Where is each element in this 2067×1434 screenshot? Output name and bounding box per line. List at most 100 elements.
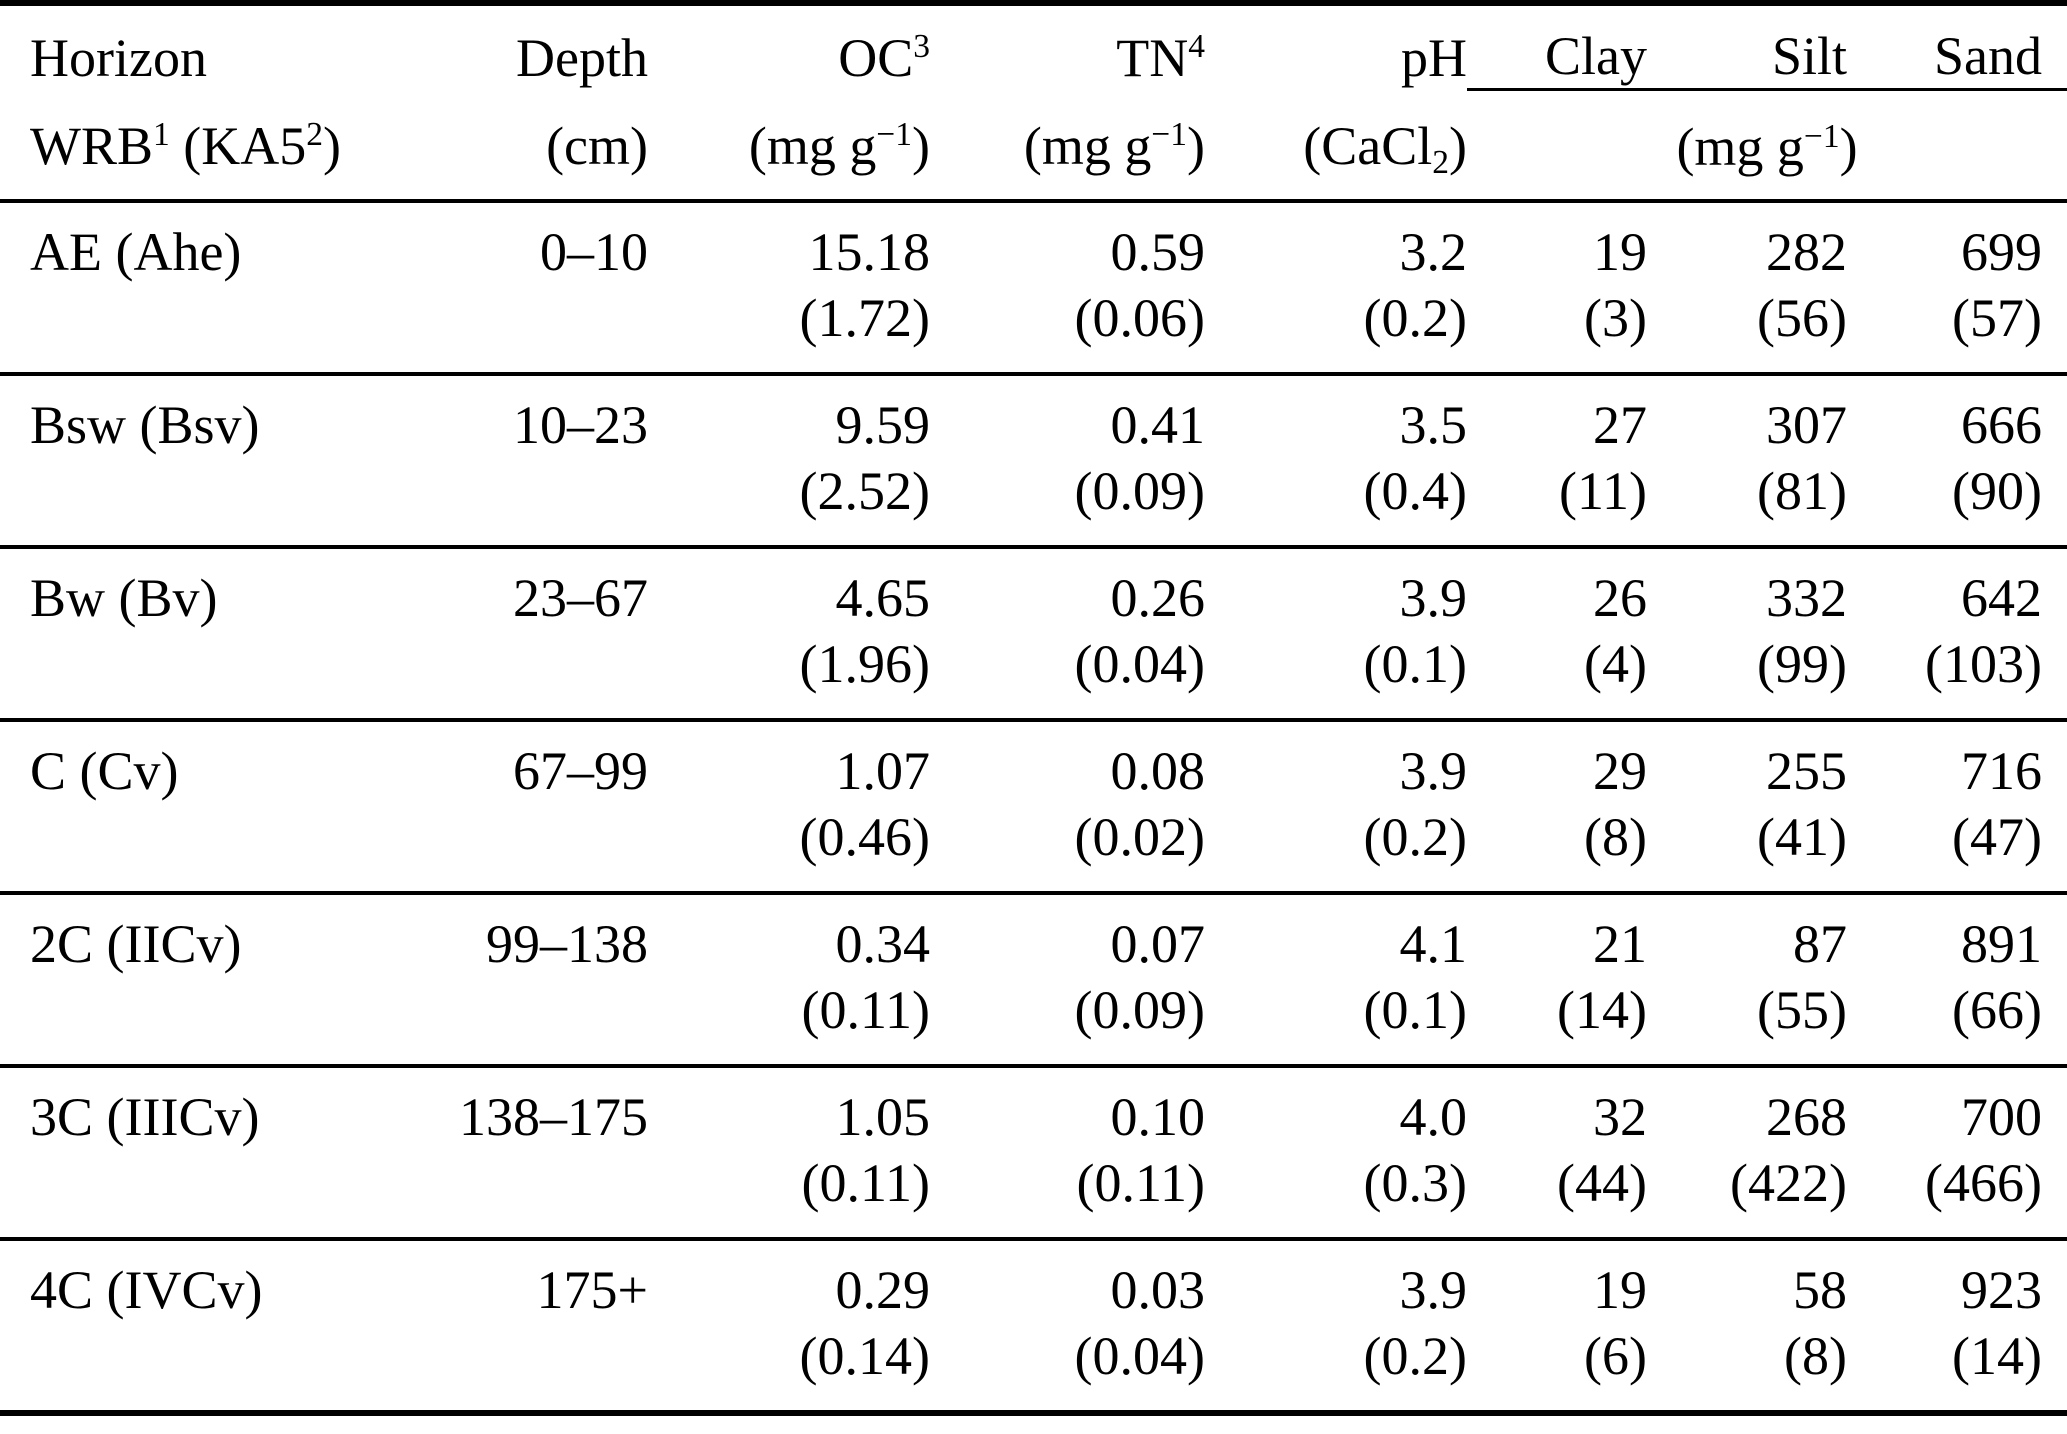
cell-value: 3.2 <box>1399 222 1468 282</box>
cell-sd: (0.11) <box>801 980 930 1040</box>
cell-sd <box>30 631 360 718</box>
cell-clay: 21 (14) <box>1467 893 1647 1068</box>
cell-value: 0.10 <box>1110 1087 1206 1147</box>
header-texture-unit-open: (mg g <box>1676 117 1804 177</box>
header-depth-unit: (cm) <box>360 89 648 203</box>
cell-sd: (0.11) <box>801 1153 930 1213</box>
table-row: 3C (IIICv) 138–175 1.05 (0.11) 0.10 (0.11) 4.0… <box>0 1066 2067 1241</box>
header-oc-unit-open: (mg g <box>748 115 877 176</box>
cell-depth: 138–175 <box>360 1066 648 1241</box>
cell-value: 923 <box>1961 1260 2042 1320</box>
table-row: Bsw (Bsv) 10–23 9.59 (2.52) 0.41 (0.09) 3.5 (0.… <box>0 374 2067 549</box>
cell-value: 0.29 <box>835 1260 931 1320</box>
cell-sd <box>360 977 648 1064</box>
cell-ph: 3.9 (0.2) <box>1205 720 1467 895</box>
cell-value: 4.1 <box>1399 914 1468 974</box>
header-tn-unit-close: ) <box>1187 115 1205 176</box>
cell-value: 0.08 <box>1110 741 1206 801</box>
cell-value: 15.18 <box>808 222 931 282</box>
header-oc: OC3 <box>648 3 930 90</box>
cell-sd: (0.11) <box>1076 1153 1205 1213</box>
cell-sd: (99) <box>1757 634 1847 694</box>
cell-value: 4.0 <box>1399 1087 1468 1147</box>
header-oc-label: OC <box>838 27 914 88</box>
header-tn-unit-exponent: −1 <box>1151 116 1188 154</box>
cell-value: 255 <box>1766 741 1847 801</box>
cell-value: 1.05 <box>835 1087 931 1147</box>
cell-value: 10–23 <box>513 395 648 455</box>
cell-value: 4.65 <box>835 568 931 628</box>
cell-value: 19 <box>1593 1260 1647 1320</box>
cell-value: 0.59 <box>1110 222 1206 282</box>
cell-value: 99–138 <box>486 914 648 974</box>
cell-sd: (103) <box>1925 634 2042 694</box>
header-horizon-label: Horizon <box>30 27 207 88</box>
cell-value: 0.34 <box>835 914 931 974</box>
cell-horizon: Bsw (Bsv) <box>0 374 360 549</box>
cell-sand: 699 (57) <box>1847 201 2067 376</box>
cell-sd: (4) <box>1584 634 1647 694</box>
header-row-2: WRB1 (KA52) (cm) (mg g−1) (mg g−1) (CaCl… <box>0 89 2067 203</box>
cell-sand: 666 (90) <box>1847 374 2067 549</box>
cell-sd: (1.96) <box>799 634 930 694</box>
header-ph-unit: (CaCl2) <box>1205 89 1467 203</box>
cell-value: 1.07 <box>835 741 931 801</box>
cell-sd: (0.09) <box>1074 980 1205 1040</box>
cell-sd: (0.1) <box>1363 634 1467 694</box>
cell-sd: (0.46) <box>799 807 930 867</box>
header-ka5-close: ) <box>322 115 341 176</box>
cell-value: 0.26 <box>1110 568 1206 628</box>
cell-sand: 700 (466) <box>1847 1066 2067 1241</box>
cell-oc: 1.07 (0.46) <box>648 720 931 895</box>
header-wrb-footnote-mark: 1 <box>153 116 170 154</box>
cell-horizon: AE (Ahe) <box>0 201 360 376</box>
cell-sd: (0.3) <box>1363 1153 1467 1213</box>
cell-oc: 4.65 (1.96) <box>648 547 931 722</box>
cell-sd <box>30 458 360 545</box>
cell-sd: (90) <box>1952 461 2042 521</box>
header-row-1: Horizon Depth OC3 TN4 pH Clay Silt Sand <box>0 3 2067 91</box>
cell-sd: (466) <box>1925 1153 2042 1213</box>
cell-sd: (11) <box>1559 461 1647 521</box>
cell-depth: 10–23 <box>360 374 648 549</box>
header-tn-footnote-mark: 4 <box>1188 28 1205 66</box>
cell-sd: (66) <box>1952 980 2042 1040</box>
cell-sd: (0.09) <box>1074 461 1205 521</box>
cell-sd: (0.2) <box>1363 807 1467 867</box>
cell-value: 29 <box>1593 741 1647 801</box>
cell-horizon: Bw (Bv) <box>0 547 360 722</box>
table-row: C (Cv) 67–99 1.07 (0.46) 0.08 (0.02) 3.9 (0.2) 2… <box>0 720 2067 895</box>
cell-value: C (Cv) <box>30 741 179 801</box>
cell-ph: 3.9 (0.1) <box>1205 547 1467 722</box>
table-row: 2C (IICv) 99–138 0.34 (0.11) 0.07 (0.09) 4.1 (0… <box>0 893 2067 1068</box>
cell-value: 3.5 <box>1399 395 1468 455</box>
header-clay: Clay <box>1467 3 1647 91</box>
cell-sand: 891 (66) <box>1847 893 2067 1068</box>
cell-tn: 0.08 (0.02) <box>930 720 1206 895</box>
cell-value: 0–10 <box>540 222 648 282</box>
cell-ph: 4.1 (0.1) <box>1205 893 1468 1068</box>
cell-value: 716 <box>1961 741 2042 801</box>
cell-value: 21 <box>1593 914 1647 974</box>
cell-value: 4C (IVCv) <box>30 1260 263 1320</box>
cell-horizon: C (Cv) <box>0 720 360 895</box>
header-horizon-sub: WRB1 (KA52) <box>0 89 360 203</box>
table-row: 4C (IVCv) 175+ 0.29 (0.14) 0.03 (0.04) 3.9 (0.2… <box>0 1239 2067 1413</box>
cell-sd: (81) <box>1757 461 1847 521</box>
cell-sd: (55) <box>1757 980 1847 1040</box>
header-ka5-label: (KA5 <box>169 115 307 176</box>
cell-sd: (0.04) <box>1074 1326 1205 1386</box>
header-sand: Sand <box>1847 3 2067 91</box>
header-ph-unit-close: ) <box>1449 115 1467 176</box>
header-sand-label: Sand <box>1934 26 2042 86</box>
cell-value: 9.59 <box>835 395 931 455</box>
cell-clay: 32 (44) <box>1467 1066 1647 1241</box>
header-ka5-footnote-mark: 2 <box>306 116 323 154</box>
header-tn-unit-open: (mg g <box>1023 115 1152 176</box>
cell-sd <box>360 1323 648 1410</box>
table-body: AE (Ahe) 0–10 15.18 (1.72) 0.59 (0.06) 3.2 (0.2… <box>0 201 2067 1413</box>
cell-value: 67–99 <box>513 741 648 801</box>
cell-sd <box>360 631 648 718</box>
header-tn-unit: (mg g−1) <box>930 89 1205 203</box>
cell-clay: 26 (4) <box>1467 547 1647 722</box>
